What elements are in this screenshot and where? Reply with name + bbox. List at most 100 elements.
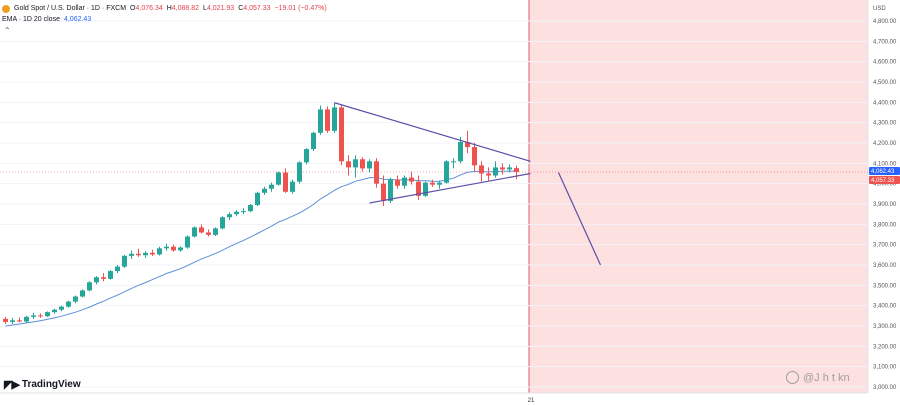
candle-body[interactable]: [129, 253, 134, 256]
candle-body[interactable]: [164, 246, 169, 249]
candle-body[interactable]: [108, 271, 113, 279]
candle-body[interactable]: [178, 247, 183, 251]
ema-value: 4,062.43: [63, 16, 92, 23]
candle-body[interactable]: [206, 232, 211, 235]
candle-body[interactable]: [318, 109, 323, 133]
legend-symbol-row[interactable]: Gold Spot / U.S. Dollar · 1D · FXCM O4,0…: [2, 3, 327, 14]
y-tick-label: 3,000.00: [873, 385, 897, 391]
candle-body[interactable]: [346, 161, 351, 168]
candle-body[interactable]: [262, 188, 267, 193]
candle-body[interactable]: [374, 161, 379, 184]
candle-body[interactable]: [227, 214, 232, 218]
candle-body[interactable]: [94, 277, 99, 283]
candle-body[interactable]: [437, 182, 442, 185]
triangle-lower-trendline[interactable]: [369, 172, 531, 204]
ohlc-l: L4,021.93: [203, 5, 235, 12]
candle-body[interactable]: [290, 181, 295, 192]
candle-body[interactable]: [493, 167, 498, 176]
candle-body[interactable]: [444, 161, 449, 183]
candle-body[interactable]: [276, 172, 281, 185]
candle-body[interactable]: [325, 109, 330, 131]
triangle-upper-trendline[interactable]: [334, 102, 531, 162]
candle-body[interactable]: [38, 315, 43, 317]
candle-body[interactable]: [143, 252, 148, 256]
candle-body[interactable]: [269, 184, 274, 189]
candle-body[interactable]: [17, 320, 22, 322]
candle-body[interactable]: [500, 167, 505, 170]
candle-body[interactable]: [31, 315, 36, 317]
y-tick-label: 4,400.00: [873, 100, 897, 106]
candle-body[interactable]: [150, 252, 155, 255]
candle-body[interactable]: [101, 277, 106, 279]
candle-body[interactable]: [472, 147, 477, 166]
candle-body[interactable]: [66, 301, 71, 307]
candle-body[interactable]: [297, 162, 302, 182]
candle-body[interactable]: [248, 205, 253, 212]
candle-body[interactable]: [241, 211, 246, 213]
y-tick-label: 4,600.00: [873, 60, 897, 66]
y-tick-label: 3,100.00: [873, 365, 897, 371]
candle-body[interactable]: [514, 168, 519, 173]
candle-body[interactable]: [283, 172, 288, 192]
candle-body[interactable]: [73, 296, 78, 302]
candle-body[interactable]: [381, 183, 386, 201]
projection-line[interactable]: [557, 172, 602, 266]
y-tick-label: 4,500.00: [873, 80, 897, 86]
candle-body[interactable]: [213, 228, 218, 235]
candle-body[interactable]: [430, 182, 435, 185]
candle-body[interactable]: [220, 217, 225, 229]
candle-body[interactable]: [367, 161, 372, 169]
candle-body[interactable]: [192, 227, 197, 237]
ema-line: [5, 170, 517, 327]
candle-body[interactable]: [10, 320, 15, 322]
candle-body[interactable]: [339, 107, 344, 162]
y-tick-label: 3,500.00: [873, 283, 897, 289]
legend-ema-row[interactable]: EMA · 1D 20 close 4,062.43: [2, 14, 327, 25]
candle-body[interactable]: [59, 306, 64, 310]
candle-body[interactable]: [395, 179, 400, 186]
candle-body[interactable]: [416, 181, 421, 196]
highlight-zone[interactable]: [529, 0, 868, 393]
y-tick-label: 4,000.00: [873, 182, 897, 188]
candle-body[interactable]: [52, 309, 57, 313]
y-tick-label: 4,800.00: [873, 19, 897, 25]
candle-body[interactable]: [423, 182, 428, 196]
candle-body[interactable]: [87, 282, 92, 291]
candle-body[interactable]: [388, 179, 393, 201]
candle-body[interactable]: [199, 227, 204, 233]
candle-body[interactable]: [122, 255, 127, 267]
candle-body[interactable]: [479, 165, 484, 174]
candle-body[interactable]: [24, 316, 29, 322]
candle-body[interactable]: [311, 132, 316, 150]
candle-body[interactable]: [304, 149, 309, 163]
candle-body[interactable]: [507, 167, 512, 170]
candle-body[interactable]: [402, 177, 407, 186]
price-axis-bg[interactable]: [868, 0, 900, 405]
candle-body[interactable]: [486, 173, 491, 176]
candle-body[interactable]: [136, 253, 141, 256]
candle-body[interactable]: [353, 159, 358, 168]
candle-body[interactable]: [332, 107, 337, 131]
candle-body[interactable]: [465, 141, 470, 148]
candle-body[interactable]: [157, 248, 162, 255]
price-tag-label: 4,057.33: [871, 178, 895, 184]
y-tick-label: 3,800.00: [873, 222, 897, 228]
price-tag: [869, 176, 900, 185]
tradingview-logo[interactable]: ◤▶ TradingView: [4, 378, 81, 391]
candle-body[interactable]: [80, 290, 85, 297]
candle-body[interactable]: [185, 236, 190, 248]
candle-body[interactable]: [360, 159, 365, 169]
candle-body[interactable]: [255, 192, 260, 206]
candle-body[interactable]: [45, 312, 50, 317]
candle-body[interactable]: [409, 177, 414, 182]
candle-body[interactable]: [234, 211, 239, 215]
candle-body[interactable]: [458, 141, 463, 162]
candle-body[interactable]: [171, 246, 176, 251]
watermark-text: @J h t kn: [803, 371, 850, 384]
candle-body[interactable]: [115, 266, 120, 272]
candle-body[interactable]: [3, 318, 8, 322]
collapse-legend-icon[interactable]: ⌃: [4, 26, 11, 35]
candle-body[interactable]: [451, 161, 456, 163]
